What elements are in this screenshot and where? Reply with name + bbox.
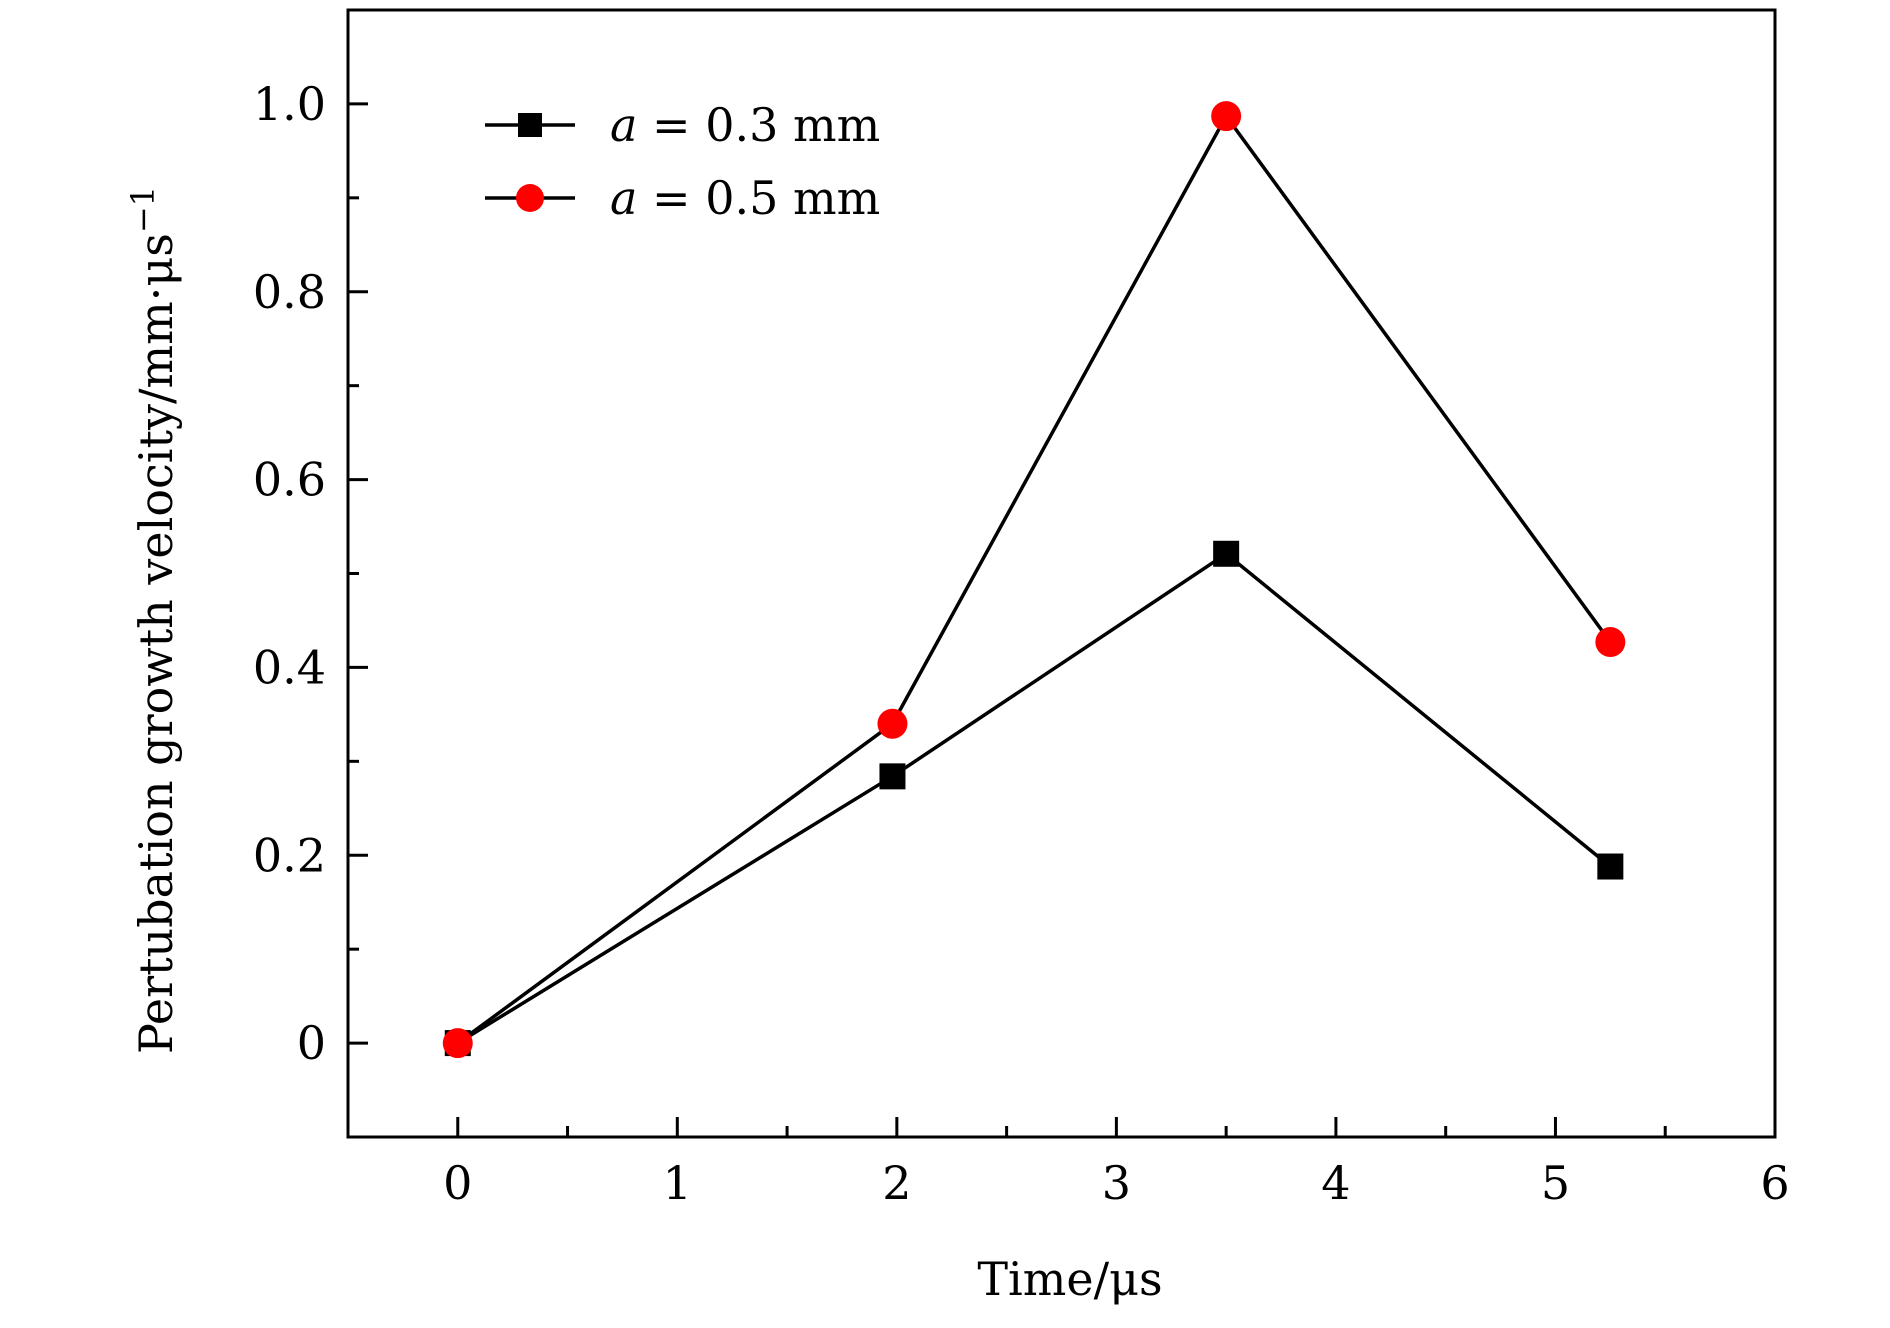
y-tick-label: 1.0 [253, 77, 326, 131]
y-tick-label: 0 [297, 1016, 326, 1070]
series-1-point-2 [879, 763, 906, 790]
x-tick-label: 1 [663, 1156, 692, 1210]
x-tick-label: 2 [882, 1156, 911, 1210]
x-tick-label: 3 [1102, 1156, 1131, 1210]
series-2-point-1 [442, 1028, 473, 1059]
series-line-1 [456, 551, 1612, 1045]
series-2-point-4 [1595, 627, 1626, 658]
y-tick-label: 0.8 [253, 265, 326, 319]
series-1-point-3 [1213, 540, 1240, 567]
y-tick-label: 0.6 [253, 453, 326, 507]
legend-label-2: a = 0.5 mm [610, 171, 880, 225]
x-tick-label: 0 [443, 1156, 472, 1210]
legend-label-1: a = 0.3 mm [610, 98, 880, 152]
y-axis-title-superscript: −1 [124, 186, 162, 233]
y-tick-label: 0.2 [253, 828, 326, 882]
y-tick-label: 0.4 [253, 640, 326, 694]
y-axis-title-main: Pertubation growth velocity/mm·μs [129, 233, 183, 1054]
y-axis-title: Pertubation growth velocity/mm·μs−1 [124, 186, 183, 1054]
series-line-2 [456, 112, 1612, 1045]
series-2-point-3 [1211, 101, 1242, 132]
x-axis-title: Time/μs [977, 1252, 1162, 1306]
series-2-point-2 [877, 708, 908, 739]
legend-marker-1 [518, 113, 542, 137]
x-tick-label: 4 [1321, 1156, 1350, 1210]
series-1-point-4 [1597, 853, 1624, 880]
legend-marker-2 [516, 184, 544, 212]
x-tick-label: 5 [1541, 1156, 1570, 1210]
x-tick-label: 6 [1760, 1156, 1789, 1210]
